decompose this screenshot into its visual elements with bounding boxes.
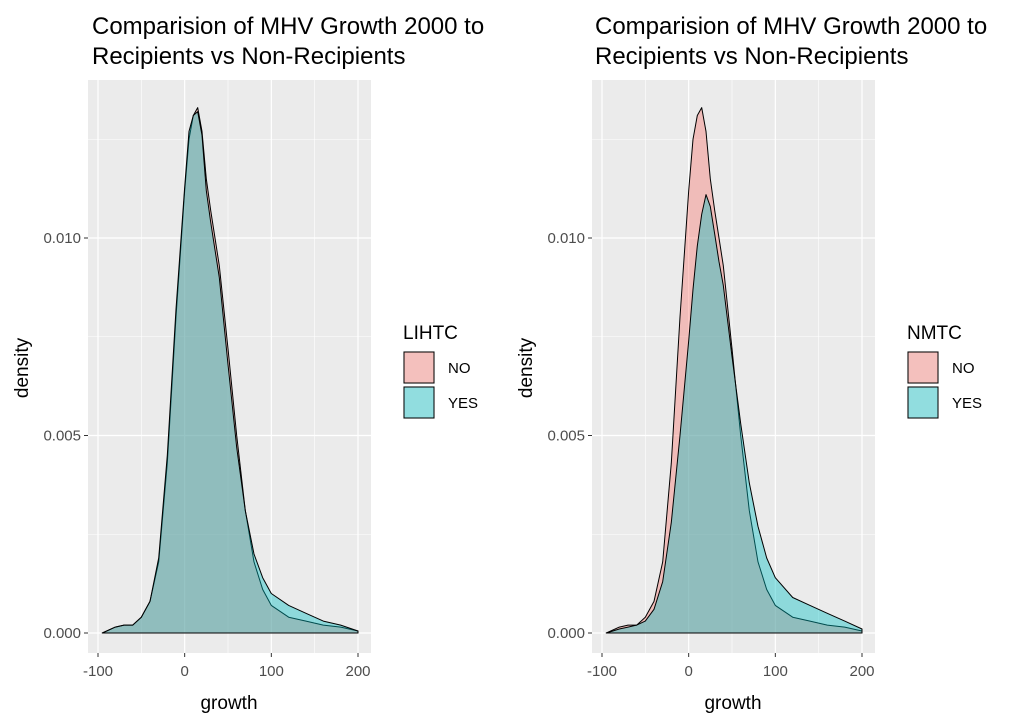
- y-tick-label: 0.005: [547, 428, 585, 445]
- chart-lihtc: Comparision of MHV Growth 2000 to Recipi…: [12, 13, 484, 714]
- legend-label: NO: [952, 360, 975, 377]
- legend-title: LIHTC: [403, 323, 458, 344]
- y-tick-label: 0.010: [43, 230, 81, 247]
- y-axis-title: density: [516, 337, 537, 398]
- y-axis-title: density: [12, 337, 33, 398]
- legend-label: YES: [448, 395, 478, 412]
- chart-subtitle: Recipients vs Non-Recipients: [92, 43, 405, 70]
- x-axis: -100 0 100 200: [83, 653, 371, 680]
- density-area-yes: [605, 194, 863, 634]
- y-axis: 0.000 0.005 0.010: [547, 230, 592, 642]
- chart-title: Comparision of MHV Growth 2000 to: [595, 13, 987, 40]
- legend-key-no: [403, 351, 435, 384]
- legend: LIHTC NO YES: [403, 323, 478, 419]
- density-areas: [605, 107, 863, 634]
- chart-subtitle: Recipients vs Non-Recipients: [595, 43, 908, 70]
- legend-key-no: [907, 351, 939, 384]
- legend-title: NMTC: [907, 323, 962, 344]
- x-axis-title: growth: [200, 693, 257, 714]
- legend-label: YES: [952, 395, 982, 412]
- density-area-yes: [101, 111, 359, 634]
- x-tick-label: 200: [849, 663, 874, 680]
- x-tick-label: 100: [763, 663, 788, 680]
- y-tick-label: 0.010: [547, 230, 585, 247]
- legend: NMTC NO YES: [907, 323, 982, 419]
- legend-key-background: [403, 386, 435, 419]
- x-tick-label: 0: [180, 663, 188, 680]
- x-tick-label: 200: [345, 663, 370, 680]
- chart-nmtc: Comparision of MHV Growth 2000 to Recipi…: [516, 13, 987, 714]
- y-tick-label: 0.000: [43, 625, 81, 642]
- density-areas: [101, 107, 359, 634]
- legend-key-yes: [403, 386, 435, 419]
- x-axis: -100 0 100 200: [587, 653, 875, 680]
- chart-title: Comparision of MHV Growth 2000 to: [92, 13, 484, 40]
- x-tick-label: -100: [587, 663, 617, 680]
- legend-key-background: [907, 386, 939, 419]
- x-axis-title: growth: [704, 693, 761, 714]
- x-tick-label: 100: [259, 663, 284, 680]
- legend-key-background: [403, 351, 435, 384]
- y-tick-label: 0.000: [547, 625, 585, 642]
- y-axis: 0.000 0.005 0.010: [43, 230, 88, 642]
- legend-key-background: [907, 351, 939, 384]
- x-tick-label: -100: [83, 663, 113, 680]
- y-tick-label: 0.005: [43, 428, 81, 445]
- x-tick-label: 0: [684, 663, 692, 680]
- legend-key-yes: [907, 386, 939, 419]
- legend-label: NO: [448, 360, 471, 377]
